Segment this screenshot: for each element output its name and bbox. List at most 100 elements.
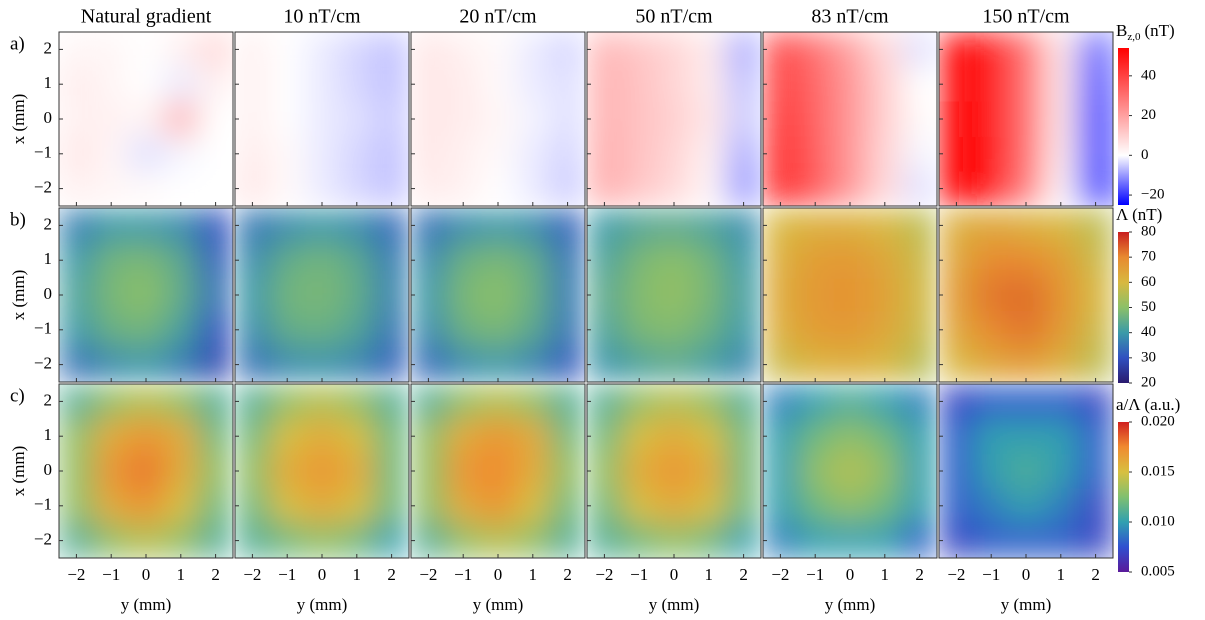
heatmap-cell xyxy=(93,277,130,313)
heatmap-cell xyxy=(973,488,1010,524)
heatmap-cell xyxy=(973,277,1010,313)
heatmap-cell xyxy=(304,347,340,383)
heatmap-cell xyxy=(621,312,658,348)
heatmap-cell xyxy=(235,488,271,524)
heatmap-cell xyxy=(411,312,447,348)
heatmap-cell xyxy=(726,101,762,137)
heatmap-cell xyxy=(726,488,762,524)
heatmap-cell xyxy=(763,277,799,313)
heatmap-cell xyxy=(1043,312,1079,348)
heatmap-cell xyxy=(939,66,975,103)
heatmap-cell xyxy=(198,488,234,524)
heatmap-cell xyxy=(902,171,938,207)
heatmap-cell xyxy=(163,277,199,313)
heatmap-cell xyxy=(339,242,375,279)
heatmap-cell xyxy=(1043,136,1079,172)
heatmap xyxy=(411,208,586,383)
heatmap-cell xyxy=(304,312,340,348)
heatmap-cell xyxy=(587,312,623,348)
heatmap-cell xyxy=(374,453,410,489)
heatmap-cell xyxy=(198,32,234,68)
heatmap-cell xyxy=(374,418,410,455)
heatmap-cell xyxy=(163,32,199,68)
heatmap-cell xyxy=(1078,418,1114,455)
heatmap-cell xyxy=(480,312,516,348)
heatmap-cell xyxy=(621,347,658,383)
heatmap-cell xyxy=(374,384,410,420)
heatmap-cell xyxy=(973,208,1010,244)
heatmap-cell xyxy=(235,384,271,420)
heatmap xyxy=(939,384,1114,559)
heatmap-cell xyxy=(621,32,658,68)
heatmap xyxy=(59,32,234,207)
heatmap-cell xyxy=(691,347,727,383)
heatmap-cell xyxy=(515,418,551,455)
colorbar-tick-label: 70 xyxy=(1141,249,1156,265)
heatmap-cell xyxy=(939,384,975,420)
heatmap-cell xyxy=(411,418,447,455)
heatmap-cell xyxy=(445,171,482,207)
heatmap-cell xyxy=(59,523,95,559)
heatmap-cell xyxy=(128,208,164,244)
heatmap-cell xyxy=(763,453,799,489)
heatmap-cell xyxy=(832,418,868,455)
heatmap-cell xyxy=(198,66,234,103)
heatmap-cell xyxy=(93,312,130,348)
heatmap-cell xyxy=(269,208,306,244)
heatmap-cell xyxy=(1043,347,1079,383)
y-tick-label: −1 xyxy=(34,495,52,514)
heatmap-cell xyxy=(93,523,130,559)
heatmap-cell xyxy=(480,523,516,559)
heatmap-cell xyxy=(128,277,164,313)
heatmap-cell xyxy=(1008,384,1044,420)
heatmap-cell xyxy=(445,347,482,383)
heatmap-cell xyxy=(621,242,658,279)
heatmap-cell xyxy=(832,171,868,207)
heatmap-cell xyxy=(59,208,95,244)
x-tick-label: 0 xyxy=(846,565,855,584)
heatmap-cell xyxy=(691,208,727,244)
heatmap-cell xyxy=(939,277,975,313)
heatmap-cell xyxy=(973,312,1010,348)
x-tick-label: 0 xyxy=(494,565,503,584)
heatmap-cell xyxy=(128,488,164,524)
heatmap-cell xyxy=(59,312,95,348)
heatmap-cell xyxy=(726,312,762,348)
heatmap-cell xyxy=(59,488,95,524)
heatmap-cell xyxy=(235,347,271,383)
heatmap-cell xyxy=(339,277,375,313)
colorbar-label: Bz,0 (nT) xyxy=(1116,21,1175,43)
heatmap-cell xyxy=(59,66,95,103)
colorbar-tick-label: 40 xyxy=(1141,324,1156,340)
heatmap-cell xyxy=(832,523,868,559)
heatmap-cell xyxy=(163,101,199,137)
heatmap-cell xyxy=(480,66,516,103)
heatmap-cell xyxy=(374,66,410,103)
heatmap-cell xyxy=(691,384,727,420)
heatmap-cell xyxy=(973,32,1010,68)
colorbar xyxy=(1118,48,1129,205)
y-tick-label: −2 xyxy=(34,354,52,373)
heatmap-cell xyxy=(1078,453,1114,489)
heatmap-cell xyxy=(867,66,903,103)
colorbar-unit: (nT) xyxy=(1144,21,1174,40)
heatmap-cell xyxy=(587,136,623,172)
x-tick-label: 2 xyxy=(563,565,572,584)
heatmap-cell xyxy=(691,418,727,455)
column-title: Natural gradient xyxy=(81,6,212,28)
heatmap-cell xyxy=(1043,171,1079,207)
heatmap-cell xyxy=(163,488,199,524)
heatmap-cell xyxy=(480,242,516,279)
heatmap-cell xyxy=(1043,242,1079,279)
heatmap-cell xyxy=(1043,101,1079,137)
heatmap-cell xyxy=(269,347,306,383)
heatmap-cell xyxy=(128,347,164,383)
heatmap-cell xyxy=(269,66,306,103)
heatmap-cell xyxy=(1043,418,1079,455)
heatmap-cell xyxy=(656,488,692,524)
x-tick-label: 1 xyxy=(529,565,538,584)
heatmap-cell xyxy=(763,488,799,524)
heatmap-cell xyxy=(374,312,410,348)
heatmap-cell xyxy=(1043,32,1079,68)
heatmap-cell xyxy=(550,384,586,420)
